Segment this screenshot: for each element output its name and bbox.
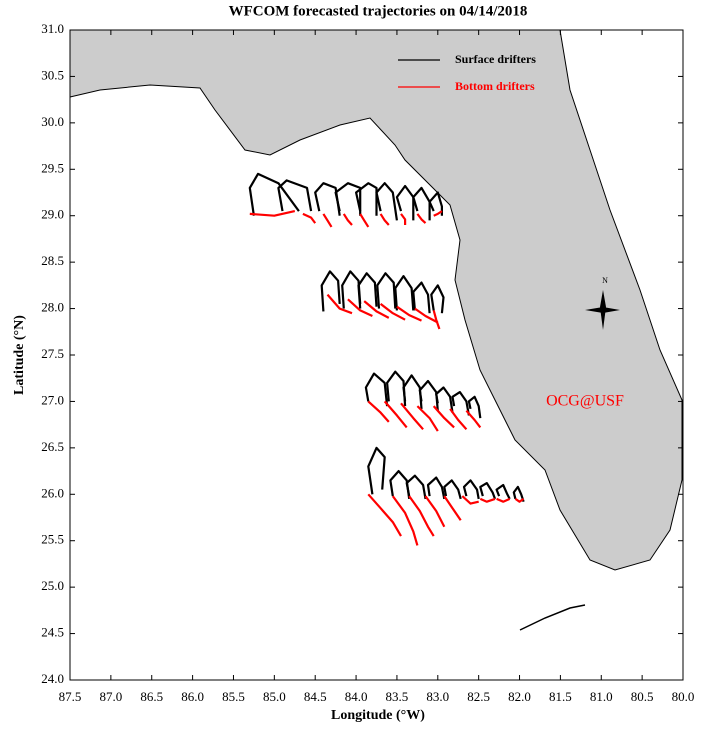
trajectory — [400, 402, 424, 431]
trajectory — [462, 479, 480, 500]
trajectory — [395, 184, 415, 221]
trajectory — [322, 213, 333, 228]
y-tick-label: 30.0 — [41, 114, 64, 129]
trajectory — [424, 495, 446, 528]
x-tick-label: 87.0 — [99, 689, 122, 704]
x-tick-label: 85.0 — [263, 689, 286, 704]
trajectory — [479, 482, 497, 500]
annotation: OCG@USF — [546, 393, 624, 410]
trajectory — [443, 495, 462, 521]
trajectory — [375, 182, 398, 221]
trajectory — [426, 476, 446, 500]
x-tick-label: 80.5 — [631, 689, 654, 704]
x-tick-label: 82.0 — [508, 689, 531, 704]
x-tick-label: 83.0 — [426, 689, 449, 704]
trajectory — [363, 300, 390, 319]
trajectory — [400, 213, 407, 225]
x-tick-label: 87.5 — [59, 689, 82, 704]
x-tick-label: 86.0 — [181, 689, 204, 704]
trajectory — [249, 210, 296, 217]
trajectory — [479, 497, 496, 503]
trajectory — [430, 284, 445, 314]
chart-title: WFCOM forecasted trajectories on 04/14/2… — [229, 3, 528, 19]
y-tick-label: 30.5 — [41, 67, 64, 82]
x-tick-label: 86.5 — [140, 689, 163, 704]
y-axis-title: Latitude (°N) — [12, 315, 27, 395]
trajectory — [364, 372, 389, 407]
trajectory — [394, 275, 415, 311]
y-tick-label: 25.0 — [41, 578, 64, 593]
trajectory — [414, 307, 439, 324]
trajectory — [467, 395, 482, 419]
x-tick-label: 81.5 — [549, 689, 572, 704]
compass — [585, 290, 620, 330]
x-tick-label: 84.5 — [304, 689, 327, 704]
trajectory — [428, 191, 443, 216]
trajectory — [367, 493, 402, 537]
trajectory — [514, 497, 525, 503]
land — [69, 29, 683, 571]
y-tick-label: 28.0 — [41, 300, 64, 315]
trajectory — [451, 391, 470, 416]
y-tick-label: 29.5 — [41, 160, 64, 175]
y-tick-label: 27.5 — [41, 346, 64, 361]
trajectory — [359, 213, 370, 228]
trajectory — [416, 405, 439, 432]
trajectory — [396, 305, 422, 322]
trajectory — [435, 386, 454, 413]
trajectory — [416, 213, 427, 224]
trajectory — [277, 179, 313, 212]
trajectory — [432, 405, 455, 429]
y-tick-label: 27.0 — [41, 392, 64, 407]
x-tick-label: 83.5 — [386, 689, 409, 704]
x-tick-label: 85.5 — [222, 689, 245, 704]
trajectory — [326, 293, 353, 315]
trajectory — [357, 272, 378, 309]
trajectory — [376, 272, 397, 309]
trajectory — [320, 270, 341, 312]
y-tick-label: 31.0 — [41, 21, 64, 36]
trajectory — [412, 281, 431, 314]
trajectory — [433, 210, 443, 217]
trajectory — [465, 409, 482, 429]
x-axis-title: Longitude (°W) — [331, 708, 425, 723]
trajectory — [449, 408, 468, 431]
trajectory — [334, 182, 362, 216]
y-tick-label: 24.0 — [41, 671, 64, 686]
compass-label: N — [602, 276, 608, 285]
trajectory — [367, 446, 386, 495]
trajectory — [496, 497, 511, 503]
trajectory — [367, 400, 390, 423]
y-tick-label: 25.5 — [41, 532, 64, 547]
trajectory — [432, 310, 441, 330]
trajectory — [408, 495, 435, 537]
trajectory — [391, 495, 419, 546]
trajectory — [495, 483, 511, 500]
y-tick-label: 29.0 — [41, 207, 64, 222]
trajectory — [379, 213, 390, 226]
x-tick-label: 80.0 — [672, 689, 695, 704]
x-tick-label: 82.5 — [467, 689, 490, 704]
x-tick-label: 84.0 — [345, 689, 368, 704]
legend-label: Bottom drifters — [455, 79, 535, 93]
keys — [519, 604, 586, 631]
trajectory — [412, 186, 431, 221]
y-tick-label: 26.5 — [41, 439, 64, 454]
trajectory — [302, 212, 317, 224]
trajectory — [443, 479, 462, 500]
legend-label: Surface drifters — [455, 52, 536, 66]
trajectory — [347, 298, 373, 317]
y-tick-label: 28.5 — [41, 253, 64, 268]
trajectory — [461, 495, 479, 505]
trajectory — [342, 213, 353, 226]
y-tick-label: 26.0 — [41, 485, 64, 500]
trajectory — [383, 400, 408, 429]
trajectory — [248, 172, 300, 216]
trajectory — [512, 485, 525, 503]
y-tick-label: 24.5 — [41, 625, 64, 640]
x-tick-label: 81.0 — [590, 689, 613, 704]
trajectory — [379, 303, 406, 321]
trajectory — [405, 474, 427, 500]
